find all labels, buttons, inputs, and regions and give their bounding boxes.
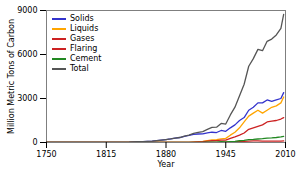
html-text:Liquids: Liquids [70,24,99,33]
svg-text:1880: 1880 [156,150,176,159]
html-text:Cement: Cement [70,54,102,63]
svg-text:Year: Year [157,160,176,169]
html-text:Gases: Gases [70,34,95,43]
html-text:Total: Total [70,64,89,73]
svg-text:9000: 9000 [17,6,37,15]
svg-text:0: 0 [32,138,37,147]
html-text:Solids: Solids [70,14,94,23]
svg-text:6000: 6000 [17,50,37,59]
svg-text:2010: 2010 [275,150,295,159]
svg-text:1750: 1750 [36,150,56,159]
svg-text:1945: 1945 [216,150,236,159]
svg-text:Million Metric Tons of Carbon: Million Metric Tons of Carbon [7,19,16,134]
svg-text:3000: 3000 [17,94,37,103]
html-text:Flaring: Flaring [70,44,98,53]
svg-text:1815: 1815 [96,150,116,159]
